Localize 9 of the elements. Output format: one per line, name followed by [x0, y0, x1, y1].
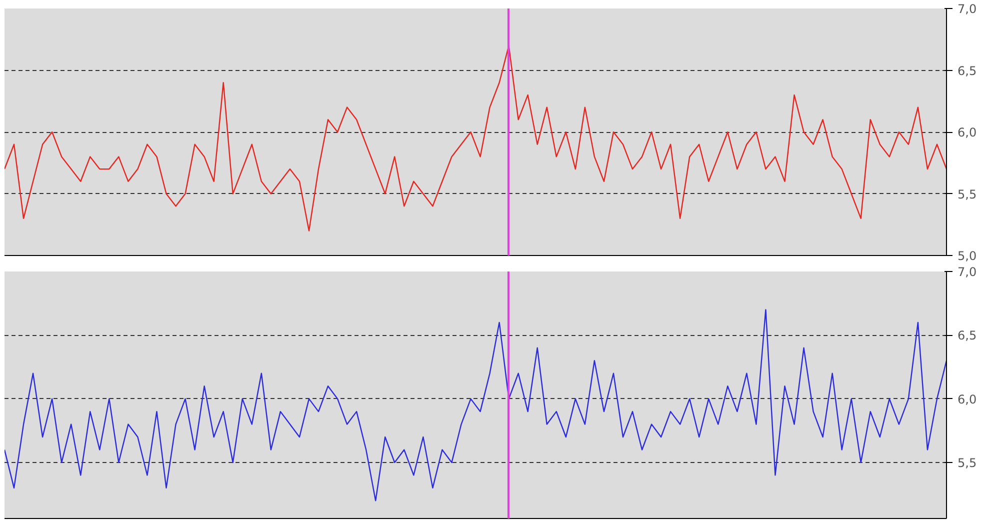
y-tick-label: 6,0 [958, 126, 977, 140]
y-tick-label: 6,0 [958, 392, 977, 406]
y-tick-label: 7,0 [958, 2, 977, 16]
y-tick-label: 5,5 [958, 187, 977, 202]
y-tick-label: 5,5 [958, 456, 977, 470]
y-tick-label: 6,5 [958, 64, 977, 78]
y-tick-label: 6,5 [958, 328, 977, 343]
y-tick-label: 5,0 [958, 249, 977, 263]
y-tick-label: 7,0 [958, 265, 977, 279]
